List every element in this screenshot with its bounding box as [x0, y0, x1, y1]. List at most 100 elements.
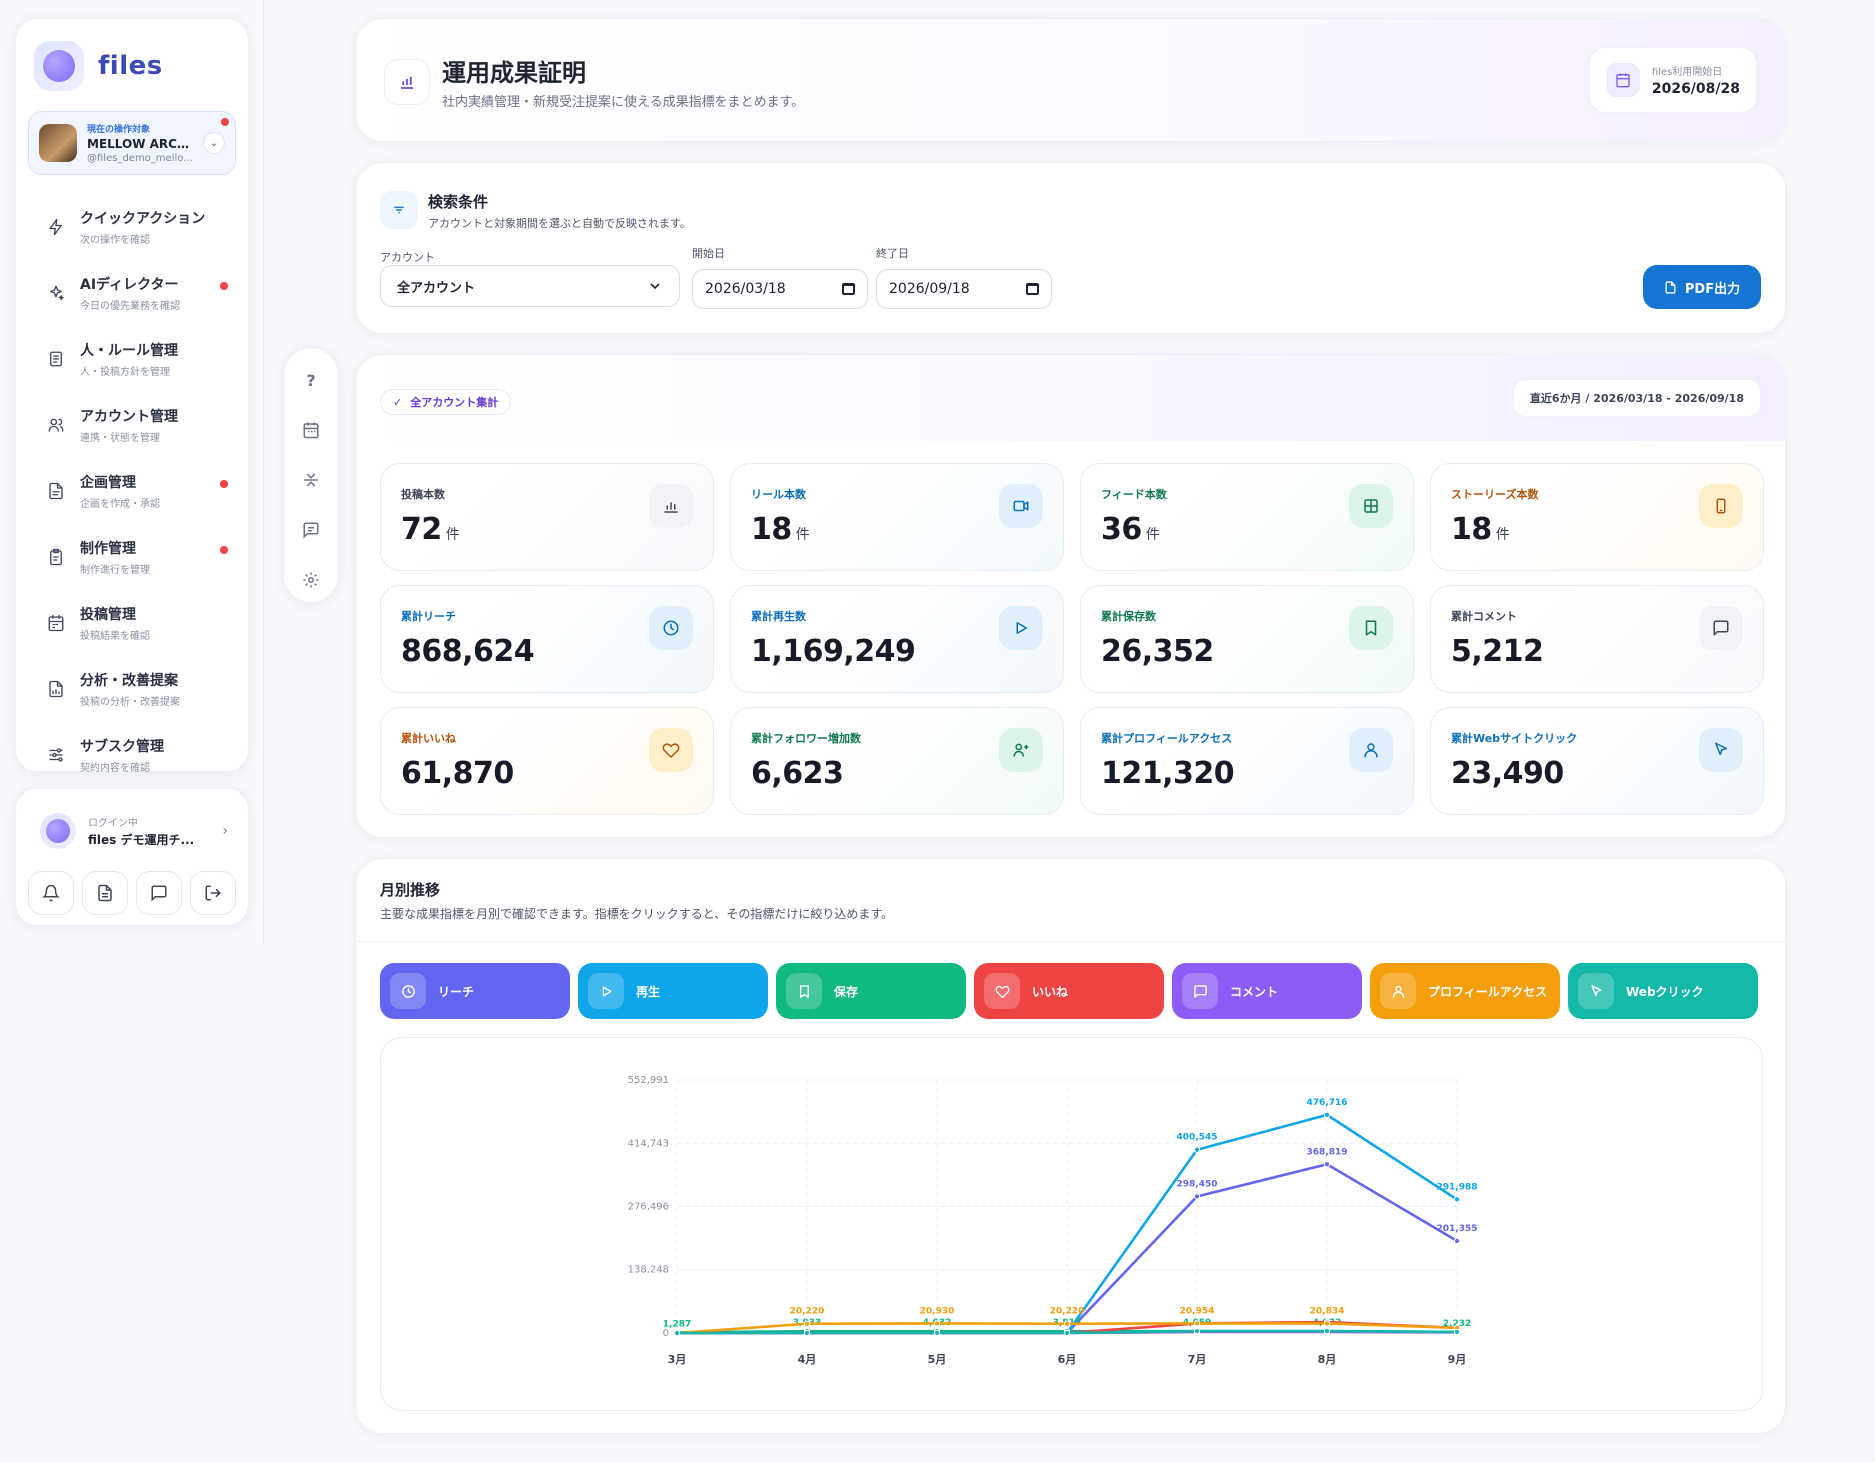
- message-icon[interactable]: [293, 512, 329, 548]
- search-panel: 検索条件 アカウントと対象期間を選ぶと自動で反映されます。 アカウント 全アカウ…: [355, 162, 1786, 334]
- user-kicker: ログイン中: [88, 818, 138, 829]
- settings-icon[interactable]: [293, 562, 329, 598]
- collapse-icon[interactable]: [293, 462, 329, 498]
- pdf-export-button[interactable]: PDF出力: [1643, 265, 1761, 309]
- trend-subtitle: 主要な成果指標を月別で確認できます。指標をクリックすると、その指標だけに絞り込め…: [380, 907, 894, 921]
- kpi-value: 18 件: [751, 512, 810, 547]
- metric-tab-6[interactable]: Webクリック: [1568, 963, 1758, 1019]
- user-profile-link[interactable]: ログイン中 files デモ運用チ... ›: [40, 813, 228, 849]
- account-kicker: 現在の操作対象: [87, 125, 151, 135]
- chevron-down-icon[interactable]: ⌄: [203, 132, 225, 154]
- sidebar-item-4[interactable]: 企画管理 企画を作成・承認: [16, 458, 250, 524]
- kpi-unit: 件: [445, 527, 460, 543]
- search-subtitle: アカウントと対象期間を選ぶと自動で反映されます。: [428, 217, 691, 230]
- kpi-value: 72 件: [401, 512, 460, 547]
- start-date-input-value: 2026/03/18: [705, 281, 786, 297]
- data-label: 20,930: [920, 1306, 955, 1316]
- sidebar-item-6[interactable]: 投稿管理 投稿結果を確認: [16, 590, 250, 656]
- metric-tab-5[interactable]: プロフィールアクセス: [1370, 963, 1560, 1019]
- y-tick-label: 552,991: [628, 1075, 669, 1086]
- sidebar-item-label: クイックアクション: [80, 211, 206, 227]
- sidebar-item-3[interactable]: アカウント管理 連携・状態を管理: [16, 392, 250, 458]
- comment-icon: [1699, 606, 1743, 650]
- start-date-label: files利用開始日: [1651, 67, 1723, 78]
- kpi-label: 累計リーチ: [401, 610, 456, 623]
- kpi-card: 累計プロフィールアクセス 121,320: [1080, 707, 1414, 815]
- page-subtitle: 社内実績管理・新規受注提案に使える成果指標をまとめます。: [442, 95, 805, 110]
- bookmark-icon: [1349, 606, 1393, 650]
- profile-icon: [1392, 985, 1404, 998]
- data-point: [1193, 1146, 1201, 1153]
- account-select[interactable]: 全アカウント: [380, 265, 680, 307]
- sidebar-item-2[interactable]: 人・ルール管理 人・投稿方針を管理: [16, 326, 250, 392]
- sidebar-item-label: 分析・改善提案: [80, 673, 178, 689]
- account-select-value: 全アカウント: [397, 280, 476, 296]
- chevron-down-icon: [650, 283, 660, 290]
- metric-tab-2[interactable]: 保存: [776, 963, 966, 1019]
- kpi-card: 投稿本数 72 件: [380, 463, 714, 571]
- metric-tab-1[interactable]: 再生: [578, 963, 768, 1019]
- data-point: [1453, 1237, 1461, 1244]
- clock-icon: [401, 984, 415, 998]
- brand-name: files: [98, 51, 163, 81]
- sidebar-item-8[interactable]: サブスク管理 契約内容を確認: [16, 722, 250, 788]
- data-point: [1193, 1327, 1201, 1335]
- kpi-unit: 件: [795, 527, 810, 543]
- kpi-unit: 件: [1495, 527, 1510, 543]
- brand[interactable]: files: [34, 41, 163, 91]
- data-point: [1063, 1329, 1071, 1337]
- calendar-icon[interactable]: [293, 412, 329, 448]
- start-date-input[interactable]: 2026/03/18: [692, 269, 868, 309]
- sidebar-item-1[interactable]: AIディレクター 今日の優先業務を確認: [16, 260, 250, 326]
- account-switcher[interactable]: 現在の操作対象 MELLOW ARC ... @files_demo_mello…: [28, 111, 236, 175]
- kpi-label: リール本数: [751, 488, 806, 501]
- end-date-input[interactable]: 2026/09/18: [876, 269, 1052, 309]
- trend-chart-svg: 0 138,248 276,496 414,743 552,991 3月 4月 5月 6月 7月 8…: [628, 1075, 1478, 1366]
- data-label: 368,819: [1307, 1147, 1348, 1157]
- logout-button[interactable]: [190, 871, 236, 915]
- kpi-value: 18 件: [1451, 512, 1510, 547]
- sidebar-item-5[interactable]: 制作管理 制作進行を管理: [16, 524, 250, 590]
- chat-button[interactable]: [136, 871, 182, 915]
- data-label: 2,232: [1443, 1319, 1471, 1329]
- data-label: 400,545: [1177, 1133, 1218, 1143]
- sidebar-divider: [263, 0, 264, 945]
- bell-button[interactable]: [28, 871, 74, 915]
- comment-icon: [1713, 620, 1729, 636]
- kpi-value: 868,624: [401, 634, 535, 669]
- kpi-card: 累計フォロワー増加数 6,623: [730, 707, 1064, 815]
- page-title: 運用成果証明: [442, 59, 586, 87]
- data-point: [803, 1320, 811, 1327]
- users-icon: [48, 418, 64, 432]
- sidebar-item-7[interactable]: 分析・改善提案 投稿の分析・改善提案: [16, 656, 250, 722]
- data-label: 20,954: [1180, 1306, 1215, 1316]
- metric-tab-4[interactable]: コメント: [1172, 963, 1362, 1019]
- sidebar-item-sub: 企画を作成・承認: [80, 499, 160, 510]
- calendar-icon[interactable]: [842, 283, 855, 295]
- metric-tab-label: リーチ: [438, 984, 475, 999]
- sidebar-item-sub: 人・投稿方針を管理: [80, 367, 170, 378]
- metric-tab-3[interactable]: いいね: [974, 963, 1164, 1019]
- cursor-icon: [1590, 984, 1602, 996]
- calendar-icon[interactable]: [1026, 283, 1039, 295]
- data-point: [933, 1329, 941, 1337]
- sparkle-icon: [46, 283, 66, 303]
- help-icon[interactable]: ?: [306, 370, 316, 390]
- metric-tab-0[interactable]: リーチ: [380, 963, 570, 1019]
- sidebar-item-label: アカウント管理: [80, 409, 178, 425]
- metric-tab-label: 再生: [636, 984, 661, 999]
- cursor-icon: [1715, 742, 1727, 756]
- document-button[interactable]: [82, 871, 128, 915]
- data-point: [1453, 1196, 1461, 1203]
- aggregate-tag-label: 全アカウント集計: [410, 396, 499, 409]
- document-icon: [46, 481, 66, 501]
- sparkle-icon: [50, 285, 64, 301]
- kpi-label: 累計再生数: [751, 610, 806, 623]
- kpi-label: 累計いいね: [401, 732, 456, 745]
- phone-icon: [1699, 484, 1743, 528]
- profile-icon: [1380, 973, 1416, 1009]
- kpi-card: ストーリーズ本数 18 件: [1430, 463, 1764, 571]
- kpi-card: 累計いいね 61,870: [380, 707, 714, 815]
- sidebar-item-0[interactable]: クイックアクション 次の操作を確認: [16, 194, 250, 260]
- data-point: [1193, 1193, 1201, 1200]
